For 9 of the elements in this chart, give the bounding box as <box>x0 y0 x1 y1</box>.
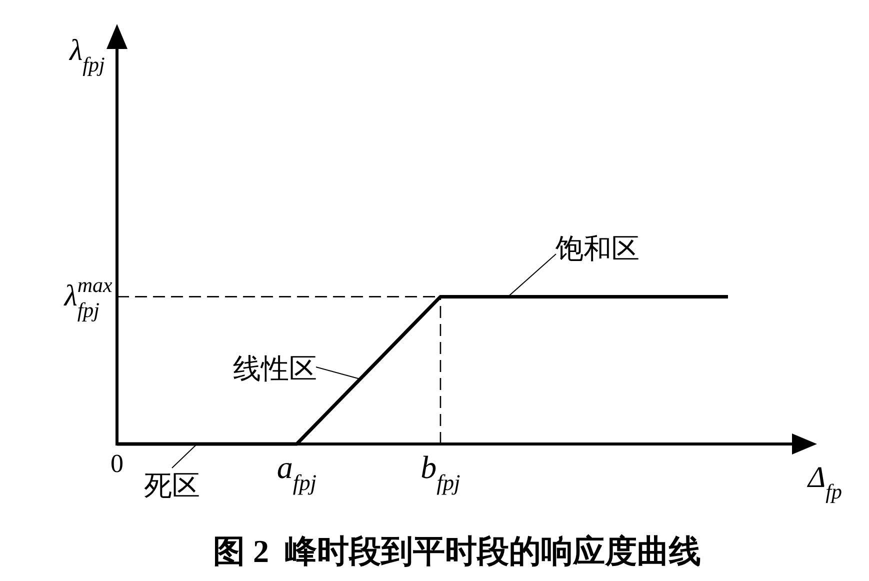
text: 饱和区 <box>554 234 640 265</box>
x-tick-label: a$_{fpj}$ <box>276 449 317 496</box>
text: 图 2 峰时段到平时段的响应度曲线 <box>213 533 701 569</box>
annotation: 线性区 <box>233 354 317 385</box>
text: 死区 <box>144 471 200 502</box>
x-tick-label: 0 <box>110 449 124 478</box>
x-tick-label: b$_{fpj}$ <box>420 449 460 496</box>
text: λ$_{fpj}$ <box>68 34 105 76</box>
x-axis-title: Δ$_{fp}$ <box>807 461 842 504</box>
